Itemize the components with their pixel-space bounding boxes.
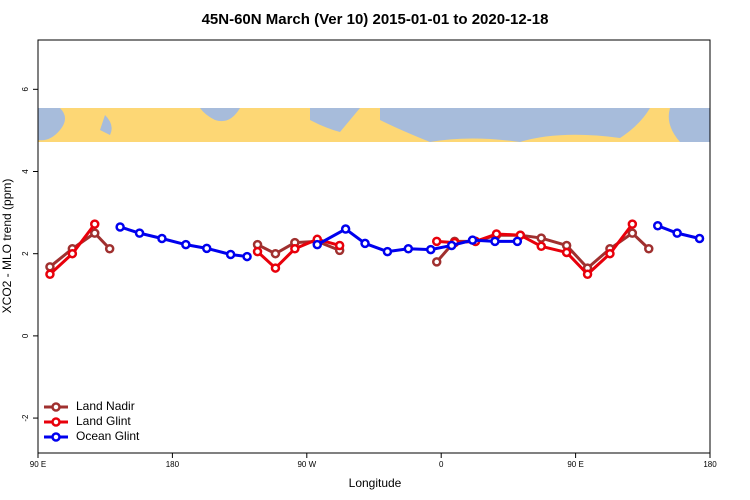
data-point — [652, 220, 663, 231]
legend-marker — [51, 417, 61, 427]
data-point — [561, 247, 572, 258]
data-point — [89, 219, 100, 229]
data-point — [290, 244, 300, 254]
data-point — [201, 243, 212, 254]
data-point — [627, 219, 638, 229]
x-tick-label: 90 E — [567, 460, 583, 469]
data-point — [45, 262, 55, 272]
data-point — [446, 240, 457, 251]
data-point — [181, 239, 191, 250]
data-point — [536, 241, 547, 252]
data-point — [360, 238, 370, 249]
data-point — [242, 251, 252, 262]
x-axis-label: Longitude — [349, 476, 402, 490]
data-point — [312, 239, 323, 250]
data-point — [694, 233, 705, 244]
data-point — [512, 236, 523, 247]
x-tick-label: 0 — [439, 460, 444, 469]
y-tick-label: 2 — [21, 251, 30, 256]
data-point — [225, 249, 236, 260]
data-point — [490, 236, 500, 247]
data-point — [605, 248, 615, 259]
data-point — [644, 244, 654, 254]
x-tick-label: 180 — [703, 460, 717, 469]
data-point — [270, 263, 281, 273]
map-band — [38, 108, 710, 142]
data-point — [627, 228, 638, 238]
data-point — [104, 244, 115, 254]
data-point — [45, 269, 55, 279]
legend-label: Ocean Glint — [76, 429, 140, 443]
x-tick-label: 90 W — [297, 460, 316, 469]
data-point — [431, 236, 442, 247]
data-point — [425, 244, 436, 255]
y-tick-label: 6 — [21, 87, 30, 92]
data-point — [672, 228, 682, 238]
y-tick-label: 0 — [21, 333, 30, 338]
data-point — [491, 229, 502, 239]
data-point — [270, 248, 281, 259]
data-point — [252, 246, 263, 257]
data-point — [157, 233, 167, 244]
data-point — [582, 269, 593, 279]
y-tick-label: -2 — [21, 414, 30, 422]
data-point — [431, 257, 442, 267]
data-point — [134, 228, 145, 238]
plot-frame — [37, 39, 711, 454]
data-point — [115, 222, 125, 232]
data-point — [334, 240, 345, 251]
legend-label: Land Nadir — [76, 399, 135, 413]
data-point — [382, 246, 393, 257]
data-point — [89, 228, 100, 238]
data-point — [340, 224, 351, 234]
data-point — [467, 235, 478, 245]
legend-marker — [51, 402, 61, 412]
legend-marker — [51, 432, 61, 442]
y-axis-label: XCO2 - MLO trend (ppm) — [0, 179, 14, 314]
chart-title: 45N-60N March (Ver 10) 2015-01-01 to 202… — [202, 11, 549, 28]
x-tick-label: 90 E — [30, 460, 46, 469]
y-tick-label: 4 — [21, 169, 30, 174]
data-point — [403, 244, 414, 254]
legend-label: Land Glint — [76, 414, 131, 428]
data-point — [67, 248, 78, 259]
data-point — [536, 233, 547, 243]
x-tick-label: 180 — [166, 460, 180, 469]
